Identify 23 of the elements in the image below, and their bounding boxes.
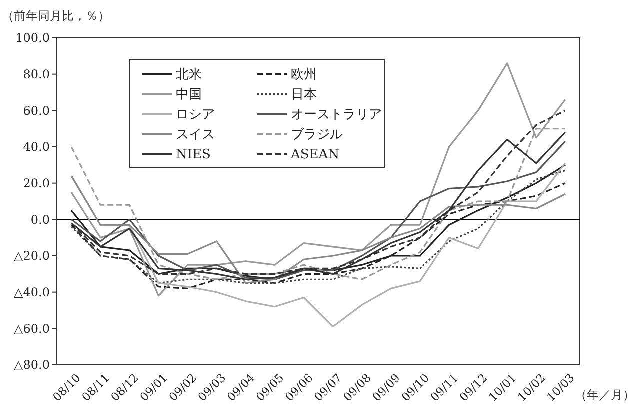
legend-label: ブラジル [291,128,343,143]
x-axis-title: （年／月） [575,388,635,402]
legend-label: ロシア [176,108,215,123]
y-tick-label: 60.0 [23,104,50,118]
y-tick-label: △60.0 [14,322,50,336]
y-tick-label: △40.0 [14,286,50,300]
y-tick-label: △20.0 [14,249,50,264]
legend-label: スイス [176,128,215,143]
legend-label: 日本 [291,88,317,103]
y-tick-label: 100.0 [16,31,50,46]
y-tick-label: 20.0 [23,176,50,191]
y-axis-title: （前年同月比，％） [2,9,110,23]
y-tick-label: 0.0 [30,212,50,227]
y-tick-label: △80.0 [14,358,50,372]
line-series [70,62,566,297]
y-tick-label: 40.0 [23,140,50,154]
legend-label: NIES [176,148,211,163]
legend-label: ASEAN [290,148,340,163]
y-tick-label: 80.0 [23,68,50,82]
legend-label: オーストラリア [291,108,382,123]
legend-label: 北米 [176,68,202,83]
legend-label: 欧州 [291,68,317,83]
legend-label: 中国 [176,88,202,103]
